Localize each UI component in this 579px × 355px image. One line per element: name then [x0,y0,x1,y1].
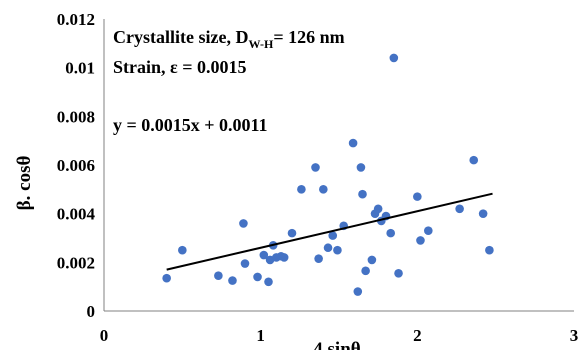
data-point [228,276,237,285]
data-point [469,155,479,165]
data-point [424,226,433,235]
axes [103,19,574,312]
data-point [485,245,494,255]
x-axis-title: 4 sinθ [313,339,360,350]
tick-labels: 0 0.002 0.004 0.006 0.008 0.01 0.012 0 1 2 3 [57,10,579,345]
x-tick-label: 3 [570,326,579,345]
y-tick-label: 0.002 [57,253,95,272]
data-point [348,138,358,148]
data-point [353,287,363,296]
y-tick-label: 0.004 [57,205,96,224]
data-point [162,273,171,283]
data-point [413,192,422,201]
data-point [297,185,306,194]
data-point [323,243,333,253]
data-point [394,268,403,278]
x-tick-label: 0 [100,326,109,345]
data-point [386,228,396,238]
data-point [178,245,187,255]
data-point [311,163,320,172]
data-point [333,245,342,255]
data-point [478,209,488,218]
annotation-equation: y = 0.0015x + 0.0011 [113,115,268,135]
data-point [455,204,464,214]
data-points [162,53,494,296]
y-axis-title: β. cosθ [14,156,35,211]
data-point [356,163,366,172]
data-point [259,250,269,260]
data-point [240,259,250,268]
data-point [314,254,323,263]
data-point [358,189,367,199]
y-tick-label: 0.006 [57,156,95,175]
y-tick-label: 0.012 [57,10,95,29]
data-point [264,277,273,287]
data-point [389,53,399,63]
annotation-crystallite-size: Crystallite size, DW-H= 126 nm [113,27,345,51]
data-point [319,185,328,194]
data-point [367,255,377,265]
trendline [166,192,493,271]
data-point [373,204,383,214]
data-point [279,253,289,262]
y-tick-label: 0.01 [65,59,95,78]
x-tick-label: 1 [256,326,265,345]
data-point [214,271,223,281]
data-point [361,266,370,276]
data-point [239,219,248,228]
data-point [287,228,297,238]
y-tick-label: 0.008 [57,107,95,126]
trendline-group [166,192,493,271]
data-point [416,236,425,245]
data-point [328,231,338,240]
y-tick-label: 0 [87,302,96,321]
x-tick-label: 2 [413,326,422,345]
data-point [253,272,262,282]
annotation-strain: Strain, ε = 0.0015 [113,57,246,77]
